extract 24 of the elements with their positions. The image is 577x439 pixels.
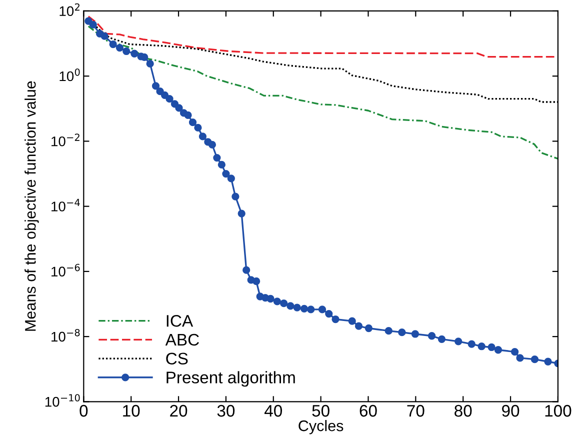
y-axis-title: Means of the objective function value [24, 81, 39, 331]
y-tick-label: 10$^{−6}$ [52, 264, 80, 277]
y-tick-label: 10$^{−4}$ [52, 198, 80, 212]
x-tick-label: 70 [407, 404, 424, 417]
y-tick-label: 10$^{−8}$ [52, 328, 80, 342]
y-tick-label: 10$^{−10}$ [45, 394, 80, 407]
x-tick-label: 100 [545, 404, 572, 417]
x-tick-label: 10 [123, 404, 140, 417]
x-tick-label: 90 [502, 404, 520, 417]
x-tick-label: 60 [360, 404, 377, 417]
legend-label: ICA [166, 314, 194, 327]
x-tick-label: 0 [80, 404, 88, 417]
y-tick-label: 10$^{2}$ [60, 3, 80, 16]
legend-label: CS [166, 352, 188, 365]
x-tick-label: 40 [264, 404, 282, 417]
x-tick-label: 80 [454, 404, 472, 417]
x-tick-label: 50 [312, 404, 330, 417]
y-tick-label: 10$^{−2}$ [52, 134, 80, 146]
x-tick-label: 30 [217, 404, 235, 417]
x-axis-title: Cycles [298, 420, 344, 434]
y-tick-label: 10$^{0}$ [60, 68, 80, 82]
legend-label: ABC [165, 334, 199, 346]
legend-label: Present algorithm [166, 371, 295, 387]
x-tick-label: 20 [170, 404, 188, 417]
